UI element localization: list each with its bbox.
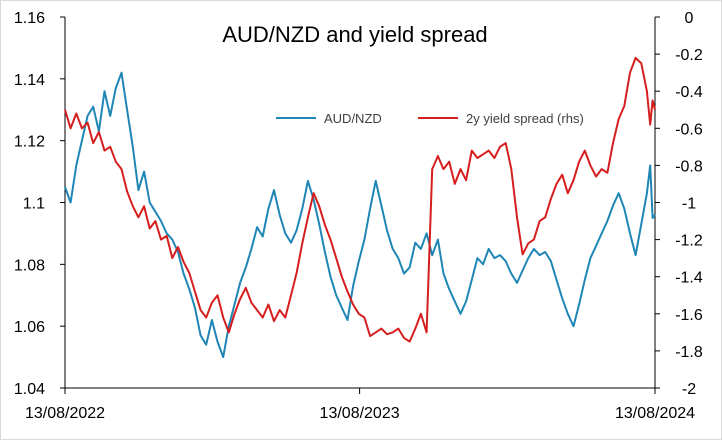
right-tick-label: -1.4 [675,270,703,287]
left-tick-label: 1.12 [14,134,45,151]
series-layer [64,56,656,359]
legend: AUD/NZD 2y yield spread (rhs) [276,111,584,126]
x-tick-label: 13/08/2023 [320,405,400,422]
right-tick-label: -0.8 [675,158,703,175]
right-tick-label: -0.4 [675,84,703,101]
left-tick-label: 1.06 [14,319,45,336]
right-tick-label: -1.6 [675,307,703,324]
series-line-yield-spread [64,56,656,343]
right-tick-label: 0 [685,10,694,27]
left-tick-label: 1.08 [14,257,45,274]
left-tick-label: 1.04 [14,381,45,398]
x-tick-label: 13/08/2022 [25,405,105,422]
chart-title: AUD/NZD and yield spread [222,22,487,47]
right-tick-label: -0.2 [675,47,703,64]
left-tick-label: 1.16 [14,10,45,27]
right-tick-label: -2 [682,381,696,398]
series-line-audnzd [64,71,656,359]
right-tick-label: -0.6 [675,121,703,138]
right-tick-label: -1.2 [675,233,703,250]
legend-label: 2y yield spread (rhs) [466,111,584,126]
legend-label: AUD/NZD [324,111,382,126]
axes: 1.04 1.06 1.08 1.1 1.12 1.14 1.16 -2 -1.8 -1.6 -1.… [14,10,703,422]
x-tick-label: 13/08/2024 [615,405,695,422]
left-tick-label: 1.1 [23,196,45,213]
right-tick-label: -1.8 [675,344,703,361]
left-tick-label: 1.14 [14,72,45,89]
right-tick-label: -1 [682,196,696,213]
